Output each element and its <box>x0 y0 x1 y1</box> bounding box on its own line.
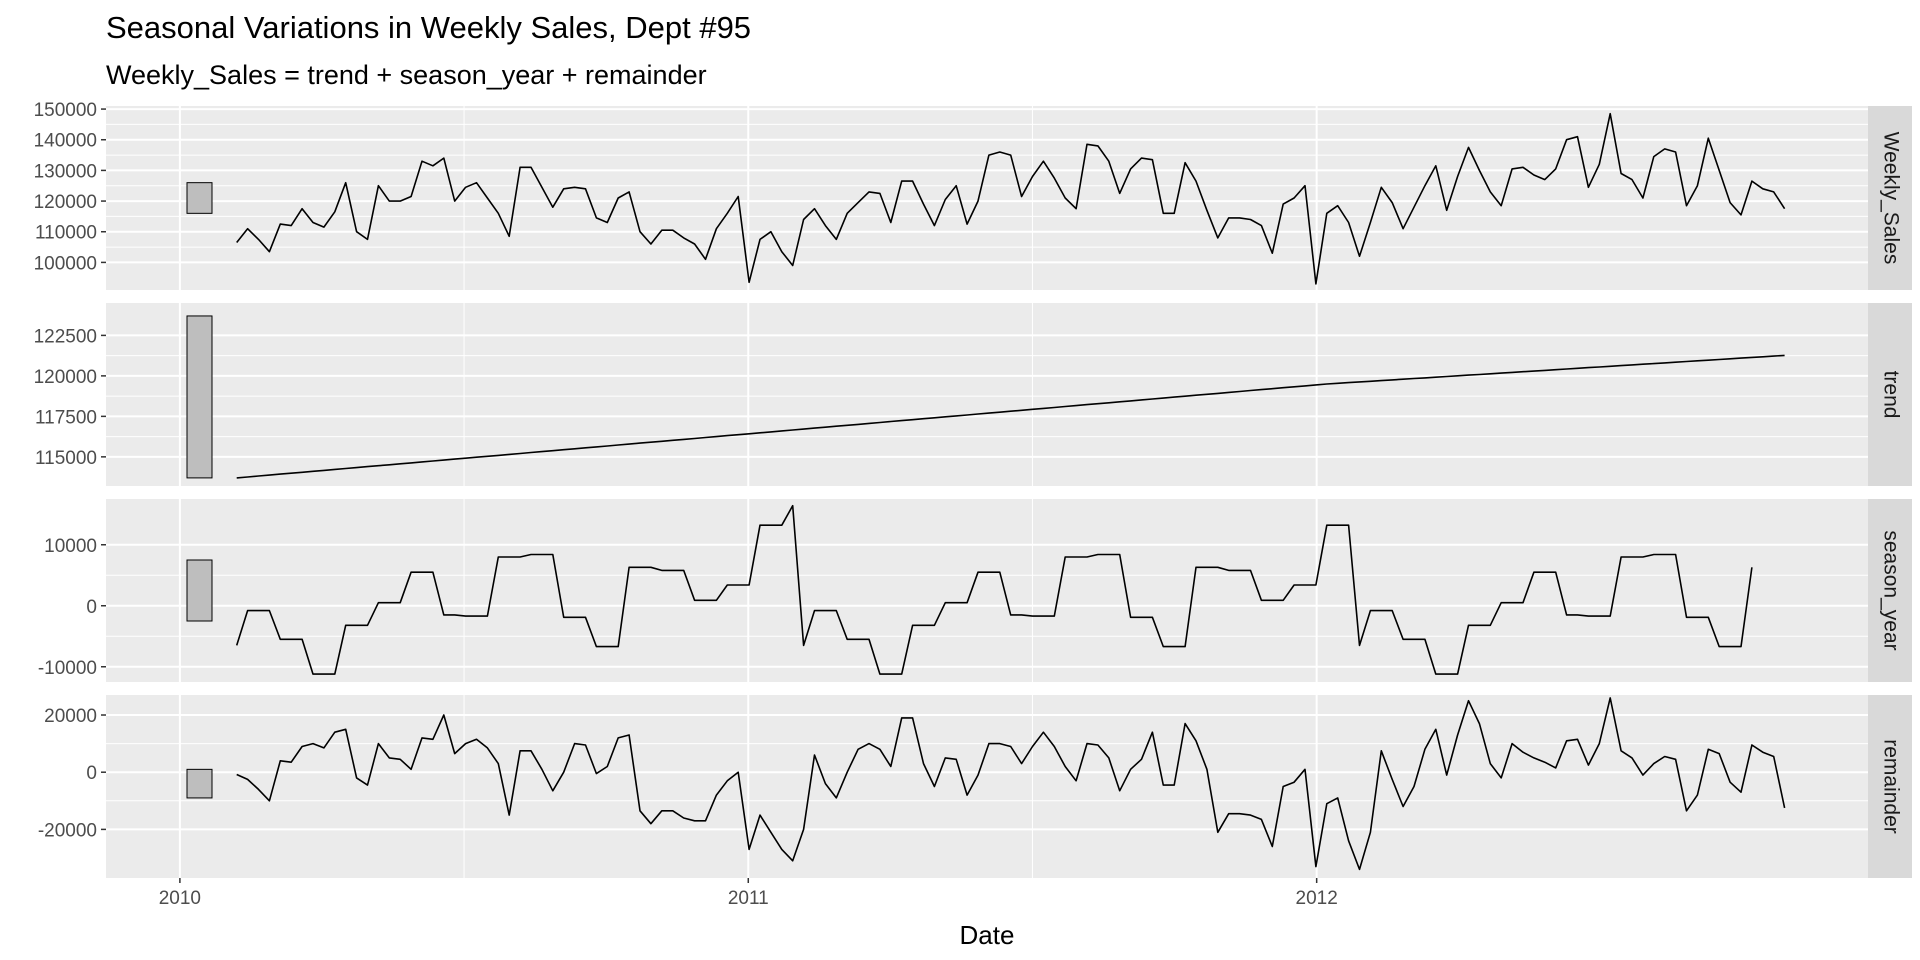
series-line-trend <box>236 354 1785 479</box>
facet-label-trend: trend <box>1879 371 1902 419</box>
panel-background <box>106 695 1868 878</box>
range-scale-bar <box>186 315 213 479</box>
x-axis: 2010 2011 2012 <box>159 878 1338 909</box>
facet-strip <box>1868 106 1912 290</box>
facet-panels: 100000110000120000130000140000150000Week… <box>34 100 1912 878</box>
y-tick-label: 0 <box>86 763 97 784</box>
chart-title: Seasonal Variations in Weekly Sales, Dep… <box>106 10 751 45</box>
facet-label-remainder: remainder <box>1879 739 1902 834</box>
chart-subtitle: Weekly_Sales = trend + season_year + rem… <box>106 60 707 90</box>
y-tick-label: 120000 <box>34 192 97 213</box>
x-tick-label: 2011 <box>728 888 769 909</box>
facet-strip <box>1868 499 1912 682</box>
x-tick-label: 2010 <box>159 888 201 909</box>
range-scale-bar <box>186 768 213 799</box>
series-line-season_year <box>235 504 1753 675</box>
y-tick-label: 117500 <box>35 407 97 428</box>
y-tick-label: 122500 <box>34 326 97 347</box>
facet-label-season_year: season_year <box>1879 530 1902 650</box>
series-line-Weekly_Sales <box>236 112 1786 285</box>
panel-background <box>106 303 1868 486</box>
panel-season_year: -10000 0 10000 season_year <box>38 499 1912 682</box>
y-tick-label: -10000 <box>38 658 97 679</box>
x-tick-label: 2012 <box>1296 888 1338 909</box>
panel-Weekly_Sales: 100000 110000 120000 130000 140000 150000 Week… <box>34 100 1912 290</box>
panel-background <box>106 106 1868 290</box>
y-tick-label: 140000 <box>34 131 97 152</box>
y-tick-label: 130000 <box>34 161 97 182</box>
y-tick-label: 120000 <box>34 367 97 388</box>
range-scale-bar <box>186 182 213 214</box>
panel-trend: 115000 117500 120000 122500 trend <box>34 303 1912 486</box>
y-tick-label: 115000 <box>35 448 97 469</box>
panel-background <box>106 499 1868 682</box>
y-tick-label: -20000 <box>38 820 97 841</box>
series-line-remainder <box>236 697 1786 871</box>
y-tick-label: 10000 <box>44 536 97 557</box>
range-scale-bar <box>186 559 213 622</box>
facet-label-Weekly_Sales: Weekly_Sales <box>1879 132 1902 265</box>
y-tick-label: 150000 <box>34 100 97 121</box>
y-tick-label: 100000 <box>34 253 97 274</box>
y-tick-label: 110000 <box>35 223 97 244</box>
y-tick-label: 0 <box>86 597 97 618</box>
panel-remainder: -20000 0 20000 remainder <box>38 695 1912 878</box>
facet-strip <box>1868 695 1912 878</box>
facet-strip <box>1868 303 1912 486</box>
y-tick-label: 20000 <box>44 706 97 727</box>
x-axis-title: Date <box>960 920 1015 950</box>
